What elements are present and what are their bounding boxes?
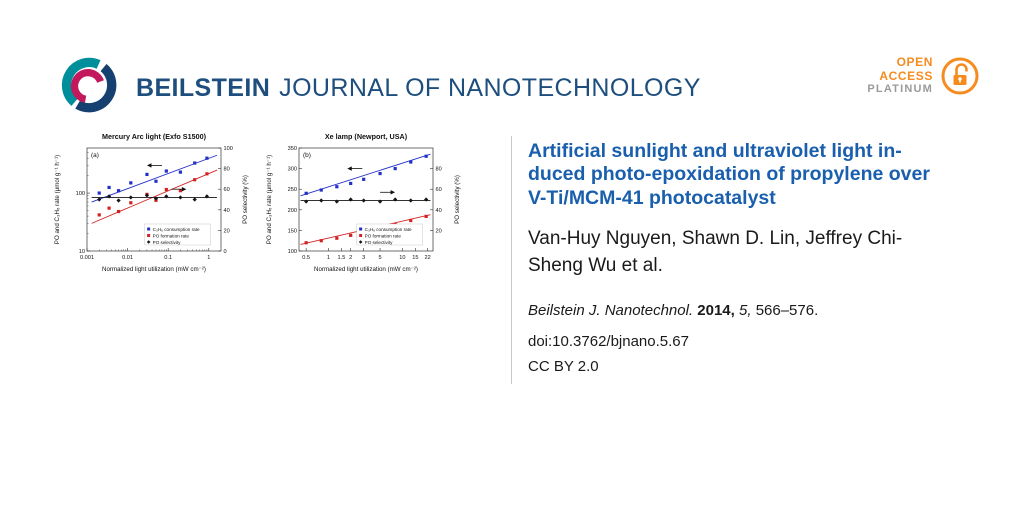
svg-text:C₃H₆ consumption rate: C₃H₆ consumption rate [365,227,412,232]
article-title[interactable]: Artificial sunlight and ultraviolet ligh… [528,140,1006,210]
svg-text:(a): (a) [91,152,99,159]
svg-text:40: 40 [224,208,230,214]
svg-text:1: 1 [327,255,330,261]
svg-text:PO and C₃H₆ rate (μmol g⁻¹ h⁻¹: PO and C₃H₆ rate (μmol g⁻¹ h⁻¹) [54,155,61,244]
svg-text:15: 15 [412,255,418,261]
citation-pages: 566–576. [755,302,819,320]
svg-text:C₃H₆ consumption rate: C₃H₆ consumption rate [153,227,200,232]
svg-text:0.001: 0.001 [80,255,94,261]
svg-text:60: 60 [224,187,230,193]
open-access-line3: PLATINUM [867,83,933,96]
svg-text:10: 10 [79,249,85,255]
svg-text:100: 100 [76,191,85,197]
svg-text:100: 100 [288,249,297,255]
article-title-line: duced photo-epoxidation of propylene ove… [528,163,930,186]
article-authors: Van-Huy Nguyen, Shawn D. Lin, Jeffrey Ch… [528,228,903,277]
svg-text:PO formation rate: PO formation rate [365,233,402,238]
svg-text:5: 5 [379,255,382,261]
graphical-abstract-figures: Mercury Arc light (Exfo S1500) (a) 0.001 0.… [50,128,474,298]
svg-text:PO selectivity: PO selectivity [153,240,182,245]
svg-text:300: 300 [288,167,297,173]
svg-text:PO selectivity: PO selectivity [365,240,394,245]
svg-text:Normalized light utilization (: Normalized light utilization (mW cm⁻²) [102,266,206,273]
license-text: CC BY 2.0 [528,358,599,376]
chart-mercury-arc-light: Mercury Arc light (Exfo S1500) (a) 0.001 0.… [54,132,249,273]
svg-text:2: 2 [349,255,352,261]
doi-text: doi:10.3762/bjnano.5.67 [528,333,689,351]
open-access-line1: OPEN [896,55,933,70]
svg-text:PO selectivity (%): PO selectivity (%) [242,175,249,224]
svg-text:100: 100 [224,146,233,152]
open-lock-icon [941,57,979,95]
svg-text:0: 0 [224,249,227,255]
citation-volume: 5, [739,302,752,320]
svg-text:80: 80 [436,167,442,173]
svg-text:200: 200 [288,208,297,214]
svg-text:250: 250 [288,187,297,193]
vertical-divider [511,136,512,384]
beilstein-logo [61,57,117,113]
svg-text:Mercury Arc light (Exfo S1500): Mercury Arc light (Exfo S1500) [102,132,207,141]
open-access-text: OPEN ACCESS PLATINUM [867,55,933,96]
svg-text:22: 22 [425,255,431,261]
svg-text:20: 20 [436,228,442,234]
open-access-badge: OPEN ACCESS PLATINUM [867,55,980,96]
article-info: Artificial sunlight and ultraviolet ligh… [528,140,1006,375]
svg-text:0.5: 0.5 [302,255,310,261]
journal-brand-rest: JOURNAL OF NANOTECHNOLOGY [279,74,701,102]
svg-text:3: 3 [362,255,365,261]
svg-text:PO and C₃H₆ rate (μmol g⁻¹ h⁻¹: PO and C₃H₆ rate (μmol g⁻¹ h⁻¹) [266,155,273,244]
open-access-line2: ACCESS [879,68,933,83]
svg-text:1.5: 1.5 [338,255,346,261]
journal-brand-bold: BEILSTEIN [136,74,271,102]
svg-text:80: 80 [224,167,230,173]
svg-text:1: 1 [207,255,210,261]
svg-text:40: 40 [436,208,442,214]
article-title-line: V-Ti/MCM-41 photocatalyst [528,186,776,209]
svg-text:PO selectivity (%): PO selectivity (%) [454,175,461,224]
svg-text:350: 350 [288,146,297,152]
svg-text:0.1: 0.1 [164,255,172,261]
svg-text:150: 150 [288,228,297,234]
citation: Beilstein J. Nanotechnol. 2014, 5, 566–5… [528,302,1006,319]
svg-text:Xe lamp (Newport, USA): Xe lamp (Newport, USA) [325,132,408,141]
citation-year: 2014, [697,302,735,320]
citation-journal: Beilstein J. Nanotechnol. [528,302,694,320]
chart-xe-lamp: Xe lamp (Newport, USA) (b) 0.5 1 1.5 2 3 5 10 15 2… [266,132,461,273]
svg-text:PO formation rate: PO formation rate [153,233,190,238]
svg-text:60: 60 [436,187,442,193]
svg-text:20: 20 [224,228,230,234]
svg-text:Normalized light utilization (: Normalized light utilization (mW cm⁻²) [314,266,418,273]
article-title-line: Artificial sunlight and ultraviolet ligh… [528,140,902,162]
svg-text:0.01: 0.01 [122,255,133,261]
journal-brand: BEILSTEIN JOURNAL OF NANOTECHNOLOGY [136,74,701,103]
svg-text:(b): (b) [303,152,311,159]
svg-text:10: 10 [399,255,405,261]
